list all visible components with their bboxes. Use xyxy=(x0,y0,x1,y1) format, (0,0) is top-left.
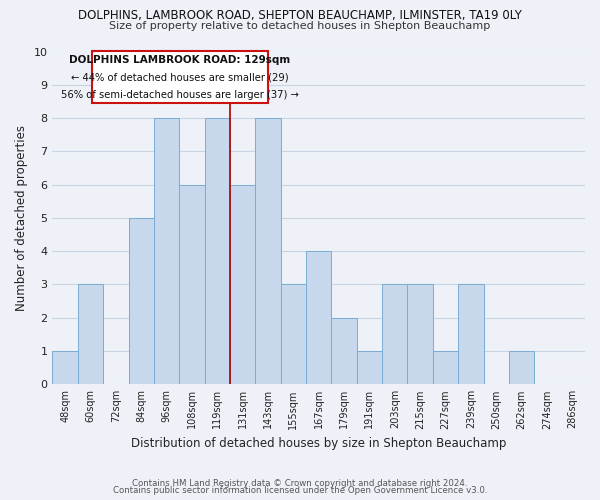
Text: DOLPHINS, LAMBROOK ROAD, SHEPTON BEAUCHAMP, ILMINSTER, TA19 0LY: DOLPHINS, LAMBROOK ROAD, SHEPTON BEAUCHA… xyxy=(78,9,522,22)
Text: 56% of semi-detached houses are larger (37) →: 56% of semi-detached houses are larger (… xyxy=(61,90,299,101)
Bar xyxy=(179,184,205,384)
Bar xyxy=(128,218,154,384)
Bar xyxy=(407,284,433,384)
Text: Size of property relative to detached houses in Shepton Beauchamp: Size of property relative to detached ho… xyxy=(109,21,491,31)
Bar xyxy=(382,284,407,384)
X-axis label: Distribution of detached houses by size in Shepton Beauchamp: Distribution of detached houses by size … xyxy=(131,437,506,450)
Bar xyxy=(256,118,281,384)
Bar xyxy=(205,118,230,384)
Text: ← 44% of detached houses are smaller (29): ← 44% of detached houses are smaller (29… xyxy=(71,72,289,83)
Bar xyxy=(433,351,458,384)
Bar xyxy=(281,284,306,384)
Bar xyxy=(458,284,484,384)
Text: DOLPHINS LAMBROOK ROAD: 129sqm: DOLPHINS LAMBROOK ROAD: 129sqm xyxy=(69,56,290,66)
Text: Contains public sector information licensed under the Open Government Licence v3: Contains public sector information licen… xyxy=(113,486,487,495)
Bar xyxy=(357,351,382,384)
Bar xyxy=(78,284,103,384)
Bar xyxy=(509,351,534,384)
Bar xyxy=(306,251,331,384)
Bar xyxy=(52,351,78,384)
Bar xyxy=(230,184,256,384)
Y-axis label: Number of detached properties: Number of detached properties xyxy=(15,125,28,311)
Bar xyxy=(154,118,179,384)
Text: Contains HM Land Registry data © Crown copyright and database right 2024.: Contains HM Land Registry data © Crown c… xyxy=(132,478,468,488)
FancyBboxPatch shape xyxy=(92,52,268,103)
Bar xyxy=(331,318,357,384)
